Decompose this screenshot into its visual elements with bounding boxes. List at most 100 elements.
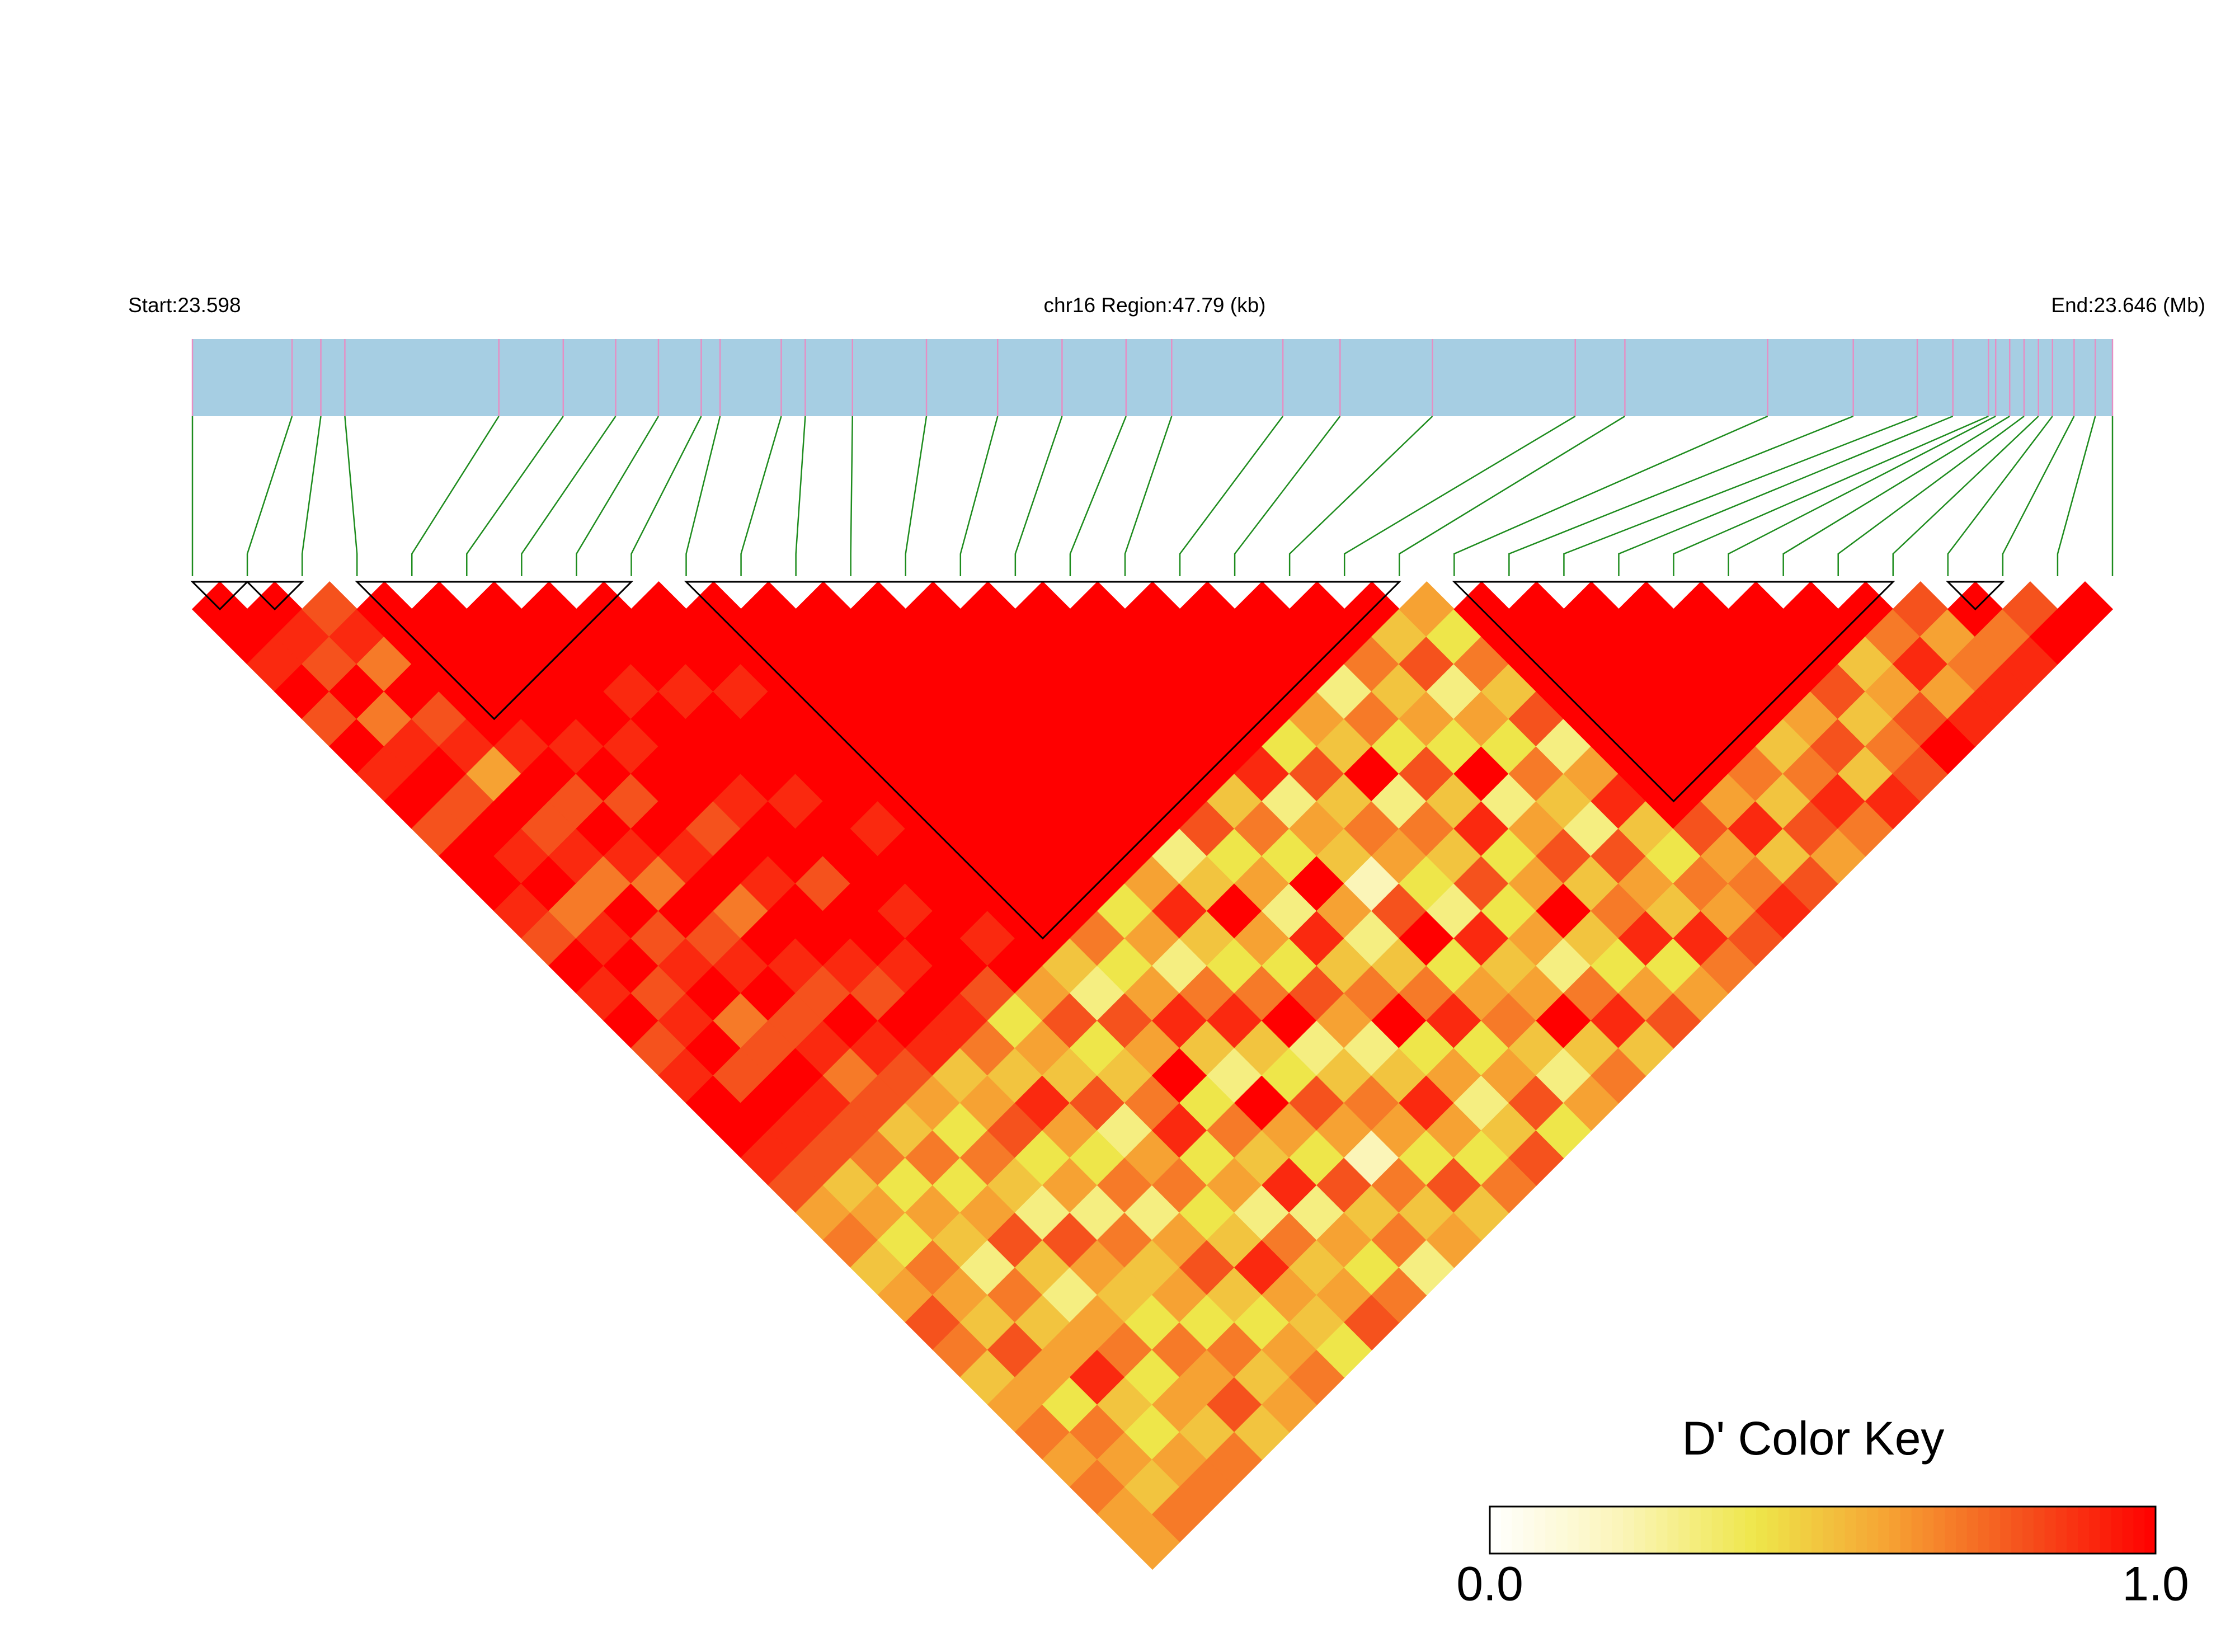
color-key-swatch <box>1523 1507 1535 1554</box>
color-key-swatch <box>1745 1507 1757 1554</box>
color-key-swatch <box>1800 1507 1812 1554</box>
snp-link <box>1179 416 1284 576</box>
color-key-swatch <box>2022 1507 2034 1554</box>
ld-cell <box>2057 581 2114 638</box>
region-label: chr16 Region:47.79 (kb) <box>1044 294 1266 317</box>
snp-link <box>1837 415 2025 576</box>
color-key-swatch <box>2122 1507 2134 1554</box>
color-key-swatch <box>1845 1507 1857 1554</box>
ld-block-outline <box>1452 581 1895 803</box>
snp-link <box>1728 415 1996 576</box>
color-key-swatch <box>1811 1507 1823 1554</box>
color-key-tick-label: 1.0 <box>2122 1557 2189 1611</box>
color-key-swatch <box>1966 1507 1979 1554</box>
snp-link <box>301 416 322 576</box>
snp-link <box>1782 415 2010 576</box>
snp-link <box>905 416 928 576</box>
color-key-border <box>1489 1505 2157 1555</box>
color-key-swatch <box>2033 1507 2045 1554</box>
snp-link <box>1563 415 1918 576</box>
snp-link <box>630 416 702 576</box>
snp-track <box>191 339 2114 576</box>
color-key-swatch <box>1723 1507 1735 1554</box>
color-key-swatch <box>1711 1507 1724 1554</box>
color-key-swatch <box>1900 1507 1912 1554</box>
color-key-swatch <box>1856 1507 1868 1554</box>
color-key-swatch <box>1933 1507 1945 1554</box>
color-key-swatch <box>1945 1507 1956 1554</box>
color-key-swatch <box>1645 1507 1657 1554</box>
color-key-swatch <box>1567 1507 1579 1554</box>
region-bar <box>192 339 2112 416</box>
snp-link <box>1947 416 2053 576</box>
color-key-swatch <box>1500 1507 1513 1554</box>
color-key-swatch <box>2078 1507 2090 1554</box>
ld-block-outline <box>190 581 250 611</box>
snp-link <box>576 416 660 576</box>
color-key-swatch <box>1545 1507 1557 1554</box>
snp-link <box>344 416 358 576</box>
snp-link <box>2002 416 2075 576</box>
ld-block-outline <box>1946 581 2005 611</box>
color-key-swatch <box>1667 1507 1679 1554</box>
color-key-swatch <box>1756 1507 1768 1554</box>
ld-block-outline <box>684 581 1401 940</box>
snp-link <box>795 416 806 576</box>
color-key-swatch <box>2100 1507 2112 1554</box>
ld-block-outline <box>245 581 304 611</box>
color-key-swatch <box>1601 1507 1612 1554</box>
snp-link <box>2057 416 2096 576</box>
snp-link <box>1288 416 1433 576</box>
color-key-swatch <box>1623 1507 1635 1554</box>
snp-link <box>1399 415 1626 576</box>
color-key-swatch <box>1978 1507 1990 1554</box>
color-key-swatch <box>1778 1507 1790 1554</box>
blocks <box>190 581 2005 940</box>
snp-link <box>1673 415 1989 576</box>
color-key-swatch <box>2111 1507 2123 1554</box>
color-key-swatch <box>2133 1507 2145 1554</box>
snp-link <box>1508 415 1854 576</box>
snp-link <box>1069 416 1127 576</box>
color-key-swatch <box>2067 1507 2078 1554</box>
color-key-swatch <box>1911 1507 1923 1554</box>
color-key-swatch <box>1656 1507 1668 1554</box>
snp-link <box>521 416 617 576</box>
snp-link <box>1014 416 1063 576</box>
start-label: Start:23.598 <box>128 294 241 317</box>
color-key-swatch <box>1690 1507 1701 1554</box>
color-key-swatch <box>1490 1507 1502 1554</box>
color-key-swatch <box>1823 1507 1834 1554</box>
color-key-swatch <box>1989 1507 2001 1554</box>
color-key-tick-label: 0.0 <box>1456 1557 1523 1611</box>
color-key-swatch <box>1578 1507 1591 1554</box>
color-key-swatch <box>1612 1507 1624 1554</box>
color-key-swatch <box>2000 1507 2012 1554</box>
color-key-swatch <box>1589 1507 1602 1554</box>
color-key-swatch <box>1867 1507 1879 1554</box>
ld-block-outline <box>355 581 634 721</box>
color-key-swatch <box>2144 1507 2156 1554</box>
color-key-swatch <box>1767 1507 1779 1554</box>
color-key-swatch <box>1512 1507 1524 1554</box>
color-key: 0.0 1.0 <box>1456 1505 2189 1611</box>
snp-link <box>1234 416 1341 576</box>
color-key-swatch <box>1922 1507 1935 1554</box>
color-key-swatch <box>1789 1507 1801 1554</box>
snp-link <box>740 416 782 576</box>
snp-link <box>1892 416 2039 576</box>
snp-link <box>246 416 293 576</box>
color-key-swatch <box>1634 1507 1646 1554</box>
snp-link <box>685 416 721 576</box>
color-key-title: D' Color Key <box>1682 1412 1945 1465</box>
color-key-swatch <box>1734 1507 1745 1554</box>
snp-link <box>1343 415 1576 576</box>
color-key-swatch <box>2044 1507 2057 1554</box>
color-key-swatch <box>1556 1507 1568 1554</box>
snp-link <box>850 416 853 576</box>
color-key-swatch <box>2011 1507 2023 1554</box>
snp-link <box>466 416 564 576</box>
snp-link <box>1618 415 1954 576</box>
